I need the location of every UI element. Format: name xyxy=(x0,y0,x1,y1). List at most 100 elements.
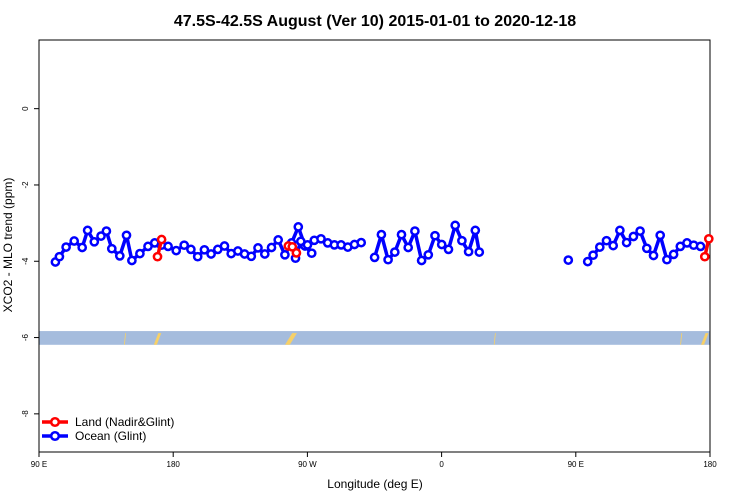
data-point xyxy=(61,242,71,252)
data-point xyxy=(628,231,639,242)
legend-label: Land (Nadir&Glint) xyxy=(75,415,174,429)
series-ocean xyxy=(50,220,574,267)
data-point xyxy=(416,255,427,266)
data-point xyxy=(450,220,461,231)
legend-label: Ocean (Glint) xyxy=(75,429,146,443)
y-tick-label: -8 xyxy=(21,410,30,418)
data-point xyxy=(635,226,645,236)
y-tick-label: -6 xyxy=(21,333,30,341)
surface-band-land xyxy=(285,333,297,345)
series-land xyxy=(152,233,714,262)
series-layer xyxy=(50,220,714,267)
surface-band-land xyxy=(701,333,709,345)
data-point xyxy=(114,251,125,261)
data-point xyxy=(582,256,593,267)
data-point xyxy=(563,255,574,265)
y-tick-label: -4 xyxy=(21,257,30,265)
data-point xyxy=(306,248,317,259)
chart-title: 47.5S-42.5S August (Ver 10) 2015-01-01 t… xyxy=(174,13,576,30)
data-point xyxy=(668,249,679,260)
data-point xyxy=(695,241,706,252)
data-point xyxy=(206,249,216,259)
surface-band-land xyxy=(153,333,162,345)
data-point xyxy=(101,226,112,236)
legend-marker xyxy=(49,430,61,442)
data-point xyxy=(594,242,605,252)
data-point xyxy=(608,240,619,251)
y-tick-label: 0 xyxy=(21,106,30,111)
series-ocean xyxy=(582,225,706,267)
data-point xyxy=(259,249,270,259)
surface-band-land xyxy=(493,333,496,345)
data-point xyxy=(474,247,485,257)
x-tick-label: 90 W xyxy=(298,460,317,469)
plot-frame xyxy=(38,39,711,453)
data-point xyxy=(655,230,666,241)
data-point xyxy=(82,225,93,236)
data-point xyxy=(163,241,173,252)
data-point xyxy=(383,254,393,265)
data-point xyxy=(219,241,230,251)
x-axis-label: Longitude (deg E) xyxy=(327,477,422,491)
data-point xyxy=(703,233,714,244)
y-axis-label: XCO2 - MLO trend (ppm) xyxy=(1,178,15,313)
surface-band xyxy=(39,331,710,345)
data-point xyxy=(463,246,474,257)
data-point xyxy=(106,243,117,254)
x-tick-label: 90 E xyxy=(568,460,584,469)
data-point xyxy=(253,243,263,253)
y-tick-label: -2 xyxy=(21,181,30,189)
data-point xyxy=(403,242,414,253)
data-point xyxy=(436,239,447,250)
surface-band-ocean xyxy=(39,331,710,345)
data-point xyxy=(621,237,632,248)
data-point xyxy=(89,236,100,247)
data-point xyxy=(171,245,182,256)
data-point xyxy=(615,225,625,236)
data-point xyxy=(601,235,612,246)
data-point xyxy=(302,240,313,250)
data-point xyxy=(121,230,132,241)
data-point xyxy=(127,255,137,266)
data-point xyxy=(135,248,145,259)
data-point xyxy=(699,251,710,262)
data-point xyxy=(293,222,304,232)
data-point xyxy=(389,247,400,257)
data-point xyxy=(356,237,367,248)
data-point xyxy=(662,254,672,265)
data-point xyxy=(246,251,257,262)
data-point xyxy=(266,242,277,253)
x-tick-label: 180 xyxy=(167,460,181,469)
data-point xyxy=(641,243,652,254)
data-point xyxy=(470,225,481,236)
data-point xyxy=(152,251,163,262)
data-point xyxy=(423,249,434,260)
x-tick-label: 90 E xyxy=(31,460,47,469)
data-point xyxy=(280,249,290,260)
data-point xyxy=(192,251,203,262)
legend-marker xyxy=(49,416,61,428)
data-point xyxy=(156,234,167,245)
data-point xyxy=(376,229,387,240)
data-point xyxy=(77,242,88,253)
data-point xyxy=(316,233,326,244)
data-point xyxy=(457,235,467,246)
data-point xyxy=(369,252,380,263)
data-point xyxy=(396,229,407,240)
data-point xyxy=(179,240,190,251)
x-tick-label: 180 xyxy=(703,460,717,469)
data-point xyxy=(273,235,284,245)
data-point xyxy=(430,230,440,241)
data-point xyxy=(588,250,598,261)
data-point xyxy=(54,251,65,262)
data-point xyxy=(648,250,659,261)
axes: 90 E 180 90 W 0 90 E 180 0 -2 -4 -6 -8 xyxy=(21,39,717,469)
data-point xyxy=(186,244,196,255)
data-point xyxy=(291,248,302,258)
data-point xyxy=(199,244,210,255)
x-tick-label: 0 xyxy=(439,460,444,469)
surface-band-land xyxy=(123,333,126,345)
data-point xyxy=(443,244,454,255)
data-point xyxy=(410,226,420,236)
